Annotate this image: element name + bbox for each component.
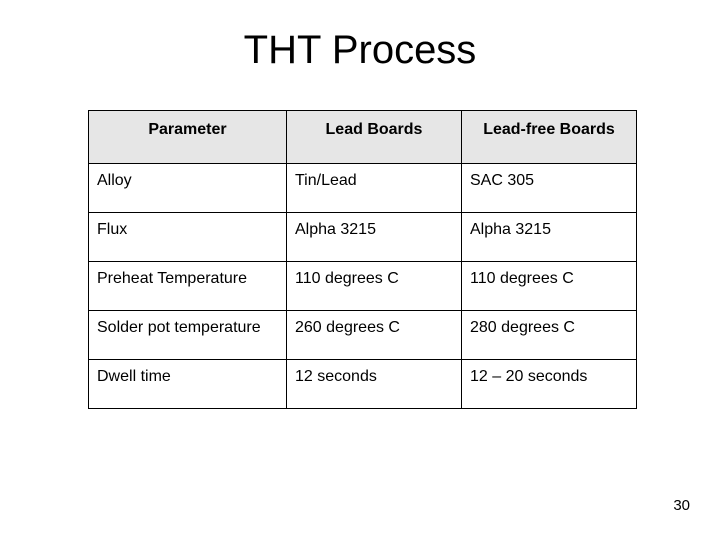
table: Parameter Lead Boards Lead-free Boards A… bbox=[88, 110, 637, 409]
cell-parameter: Alloy bbox=[89, 164, 287, 213]
col-header-leadfree: Lead-free Boards bbox=[462, 111, 637, 164]
page-number: 30 bbox=[673, 497, 690, 514]
cell-lead: 110 degrees C bbox=[287, 262, 462, 311]
cell-lead: 260 degrees C bbox=[287, 311, 462, 360]
cell-lead: 12 seconds bbox=[287, 360, 462, 409]
table-row: Flux Alpha 3215 Alpha 3215 bbox=[89, 213, 637, 262]
page-title: THT Process bbox=[0, 28, 720, 73]
process-table: Parameter Lead Boards Lead-free Boards A… bbox=[88, 110, 636, 409]
cell-parameter: Flux bbox=[89, 213, 287, 262]
cell-parameter: Solder pot temperature bbox=[89, 311, 287, 360]
table-row: Dwell time 12 seconds 12 – 20 seconds bbox=[89, 360, 637, 409]
table-row: Alloy Tin/Lead SAC 305 bbox=[89, 164, 637, 213]
slide: THT Process Parameter Lead Boards Lead-f… bbox=[0, 0, 720, 540]
cell-leadfree: SAC 305 bbox=[462, 164, 637, 213]
cell-leadfree: 280 degrees C bbox=[462, 311, 637, 360]
table-row: Preheat Temperature 110 degrees C 110 de… bbox=[89, 262, 637, 311]
table-header-row: Parameter Lead Boards Lead-free Boards bbox=[89, 111, 637, 164]
cell-leadfree: 12 – 20 seconds bbox=[462, 360, 637, 409]
col-header-lead: Lead Boards bbox=[287, 111, 462, 164]
cell-parameter: Preheat Temperature bbox=[89, 262, 287, 311]
cell-parameter: Dwell time bbox=[89, 360, 287, 409]
cell-leadfree: 110 degrees C bbox=[462, 262, 637, 311]
cell-lead: Tin/Lead bbox=[287, 164, 462, 213]
cell-leadfree: Alpha 3215 bbox=[462, 213, 637, 262]
table-row: Solder pot temperature 260 degrees C 280… bbox=[89, 311, 637, 360]
col-header-parameter: Parameter bbox=[89, 111, 287, 164]
cell-lead: Alpha 3215 bbox=[287, 213, 462, 262]
